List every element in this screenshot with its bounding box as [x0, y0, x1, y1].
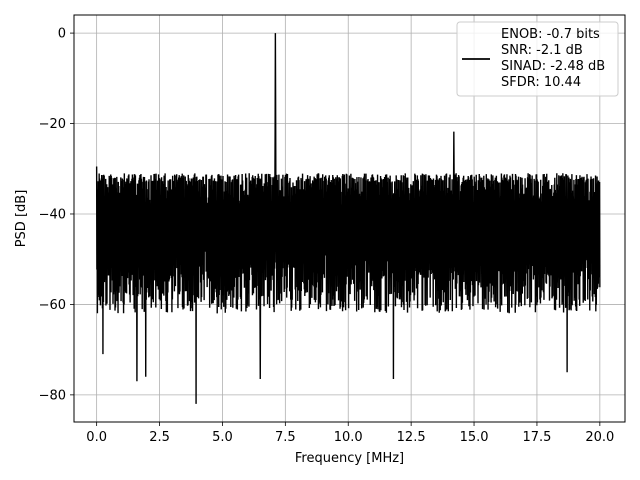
legend-line-sinad: SINAD: -2.48 dB: [501, 59, 605, 74]
y-tick-label: −60: [39, 298, 66, 313]
legend-line-sfdr: SFDR: 10.44: [501, 75, 581, 90]
x-tick-label: 0.0: [86, 430, 107, 445]
legend-line-enob: ENOB: -0.7 bits: [501, 27, 600, 42]
x-tick-label: 17.5: [522, 430, 551, 445]
y-axis-title: PSD [dB]: [14, 190, 29, 248]
x-tick-label: 7.5: [275, 430, 296, 445]
x-tick-label: 10.0: [334, 430, 363, 445]
x-tick-label: 5.0: [212, 430, 233, 445]
x-tick-label: 2.5: [149, 430, 170, 445]
series-layer: [95, 33, 601, 404]
y-axis: 0 −20 −40 −60 −80: [39, 27, 74, 403]
legend: ENOB: -0.7 bits SNR: -2.1 dB SINAD: -2.4…: [456, 21, 619, 97]
x-axis-title: Frequency [MHz]: [295, 451, 404, 466]
plot-frame: [73, 14, 626, 423]
legend-box: [456, 21, 619, 97]
x-tick-label: 20.0: [585, 430, 614, 445]
x-axis: 0.0 2.5 5.0 7.5 10.0 12.5 15.0 17.5 20.0: [86, 422, 614, 445]
x-tick-label: 12.5: [397, 430, 426, 445]
y-tick-label: −20: [39, 117, 66, 132]
y-tick-label: 0: [58, 27, 66, 42]
y-tick-label: −40: [39, 207, 66, 222]
y-tick-label: −80: [39, 388, 66, 403]
psd-series-line: [95, 33, 601, 404]
x-tick-label: 15.0: [460, 430, 489, 445]
legend-line-snr: SNR: -2.1 dB: [501, 43, 583, 58]
